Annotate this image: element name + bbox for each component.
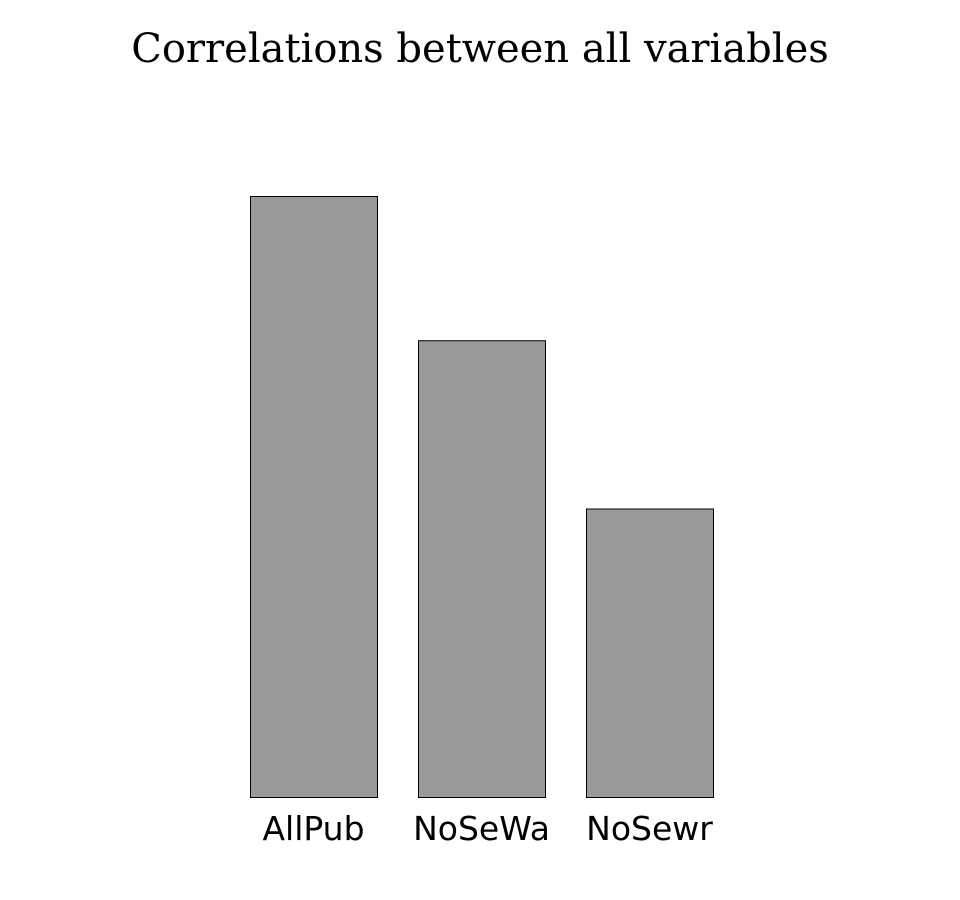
chart-title: Correlations between all variables: [131, 26, 829, 72]
category-labels: AllPub NoSeWa NoSewr: [262, 809, 713, 848]
bars-layer: [250, 196, 714, 798]
bar-allpub: [250, 196, 378, 798]
bar-nosewa: [418, 340, 546, 798]
tick-label-nosewa: NoSeWa: [413, 809, 550, 848]
bar-nosewr: [586, 508, 714, 798]
tick-label-nosewr: NoSewr: [586, 809, 713, 848]
tick-label-allpub: AllPub: [262, 809, 364, 848]
